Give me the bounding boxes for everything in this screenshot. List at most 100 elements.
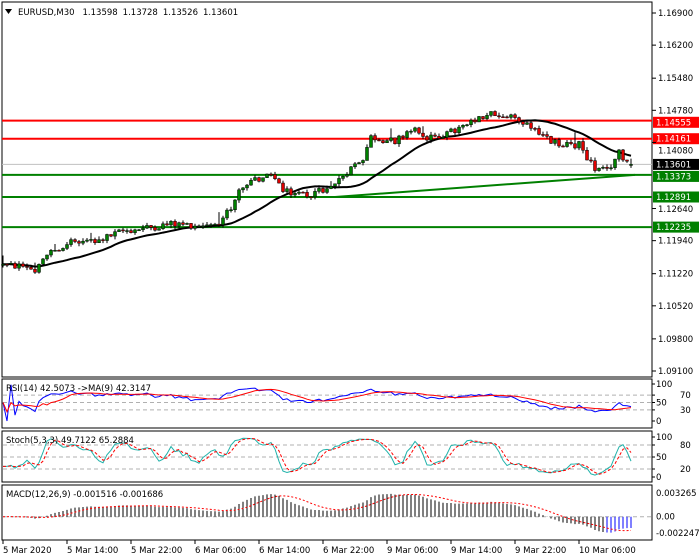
support-level-tag	[653, 221, 699, 233]
bear-candle	[305, 192, 309, 198]
ohlc-high: 1.13728	[123, 8, 158, 18]
bull-candle	[69, 239, 73, 245]
bull-candle	[177, 222, 181, 227]
bear-candle	[377, 139, 381, 142]
indicator-tick-label: 30	[680, 406, 691, 416]
bear-candle	[77, 241, 81, 244]
time-tick-label: 10 Mar 06:00	[579, 546, 636, 556]
price-tick-label: 1.16900	[658, 9, 693, 19]
bull-candle	[361, 160, 365, 163]
resistance-level-label: 1.14161	[656, 135, 691, 145]
bull-candle	[405, 131, 409, 138]
bull-candle	[457, 126, 461, 134]
bull-candle	[197, 225, 201, 228]
price-tick-label: 1.14080	[658, 147, 693, 157]
stoch-k-line	[2, 437, 632, 476]
bear-candle	[281, 182, 285, 192]
bull-candle	[357, 162, 361, 165]
price-tick-label: 1.11940	[658, 237, 693, 247]
bear-candle	[321, 188, 325, 193]
bull-candle	[409, 130, 413, 133]
bull-candle	[61, 248, 65, 251]
bull-candle	[525, 122, 529, 125]
bear-candle	[425, 136, 429, 141]
bull-candle	[489, 111, 493, 116]
bear-candle	[129, 230, 133, 233]
indicator-tick-label: 50	[656, 399, 667, 409]
bear-candle	[25, 266, 29, 268]
rsi-ma-line	[2, 388, 632, 413]
bull-candle	[185, 223, 189, 225]
bear-candle	[521, 121, 525, 125]
indicator-tick-label: 50	[656, 453, 667, 463]
bear-candle	[561, 145, 565, 148]
current-price-tag	[653, 158, 699, 170]
bull-candle	[157, 228, 161, 231]
bull-candle	[53, 249, 57, 252]
resistance-level-tag	[653, 133, 699, 145]
bull-candle	[37, 264, 41, 273]
ohlc-low: 1.13526	[163, 8, 198, 18]
bull-candle	[477, 116, 481, 123]
bull-candle	[353, 163, 357, 168]
bear-candle	[5, 264, 9, 266]
bear-candle	[269, 173, 273, 176]
price-tick-label: 1.12640	[658, 205, 693, 215]
bull-candle	[45, 254, 49, 260]
bear-candle	[585, 150, 589, 161]
price-tick-label: 1.14780	[658, 106, 693, 116]
bear-candle	[593, 160, 597, 171]
bear-candle	[557, 139, 561, 147]
indicator-tick-label: 0	[656, 473, 661, 483]
stoch-d-line	[2, 437, 632, 475]
bear-candle	[121, 229, 125, 232]
bear-candle	[417, 127, 421, 134]
bear-candle	[533, 128, 537, 130]
macd-signal-line	[2, 493, 632, 532]
bear-candle	[541, 134, 545, 136]
bull-candle	[209, 224, 213, 226]
bull-candle	[365, 147, 369, 161]
bull-candle	[385, 140, 389, 144]
ohlc-open: 1.13598	[83, 8, 118, 18]
bull-candle	[325, 188, 329, 193]
macd-tick-label: 0.00	[656, 513, 675, 523]
bull-candle	[205, 224, 209, 227]
bear-candle	[33, 268, 37, 273]
bear-candle	[621, 149, 625, 161]
triangle-down-icon[interactable]	[5, 9, 12, 14]
bull-candle	[169, 221, 173, 226]
bear-candle	[29, 267, 33, 270]
symbol-timeframe: EURUSD,M30	[18, 8, 75, 18]
bear-candle	[421, 132, 425, 137]
bear-candle	[173, 221, 177, 227]
bull-candle	[141, 227, 145, 231]
bull-candle	[145, 225, 149, 229]
bull-candle	[413, 127, 417, 132]
bull-candle	[509, 114, 513, 118]
rsi-panel[interactable]	[1, 378, 653, 429]
bear-candle	[181, 222, 185, 225]
bull-candle	[285, 188, 289, 192]
bear-candle	[153, 227, 157, 231]
bear-candle	[437, 135, 441, 139]
moving-average-line	[2, 119, 632, 268]
time-tick-label: 6 Mar 06:00	[195, 546, 246, 556]
bull-candle	[265, 173, 269, 178]
bear-candle	[605, 166, 609, 169]
bull-candle	[389, 137, 393, 141]
bear-candle	[433, 134, 437, 137]
support-level-label: 1.13373	[656, 172, 691, 182]
bull-candle	[245, 184, 249, 189]
bear-candle	[381, 140, 385, 144]
bear-candle	[273, 174, 277, 180]
bear-candle	[501, 116, 505, 119]
bear-candle	[529, 122, 533, 129]
indicator-tick-label: 100	[656, 433, 672, 443]
bull-candle	[1, 264, 5, 266]
bull-candle	[117, 229, 121, 232]
bull-candle	[193, 225, 197, 229]
support-level-tag	[653, 170, 699, 182]
bull-candle	[49, 250, 53, 256]
